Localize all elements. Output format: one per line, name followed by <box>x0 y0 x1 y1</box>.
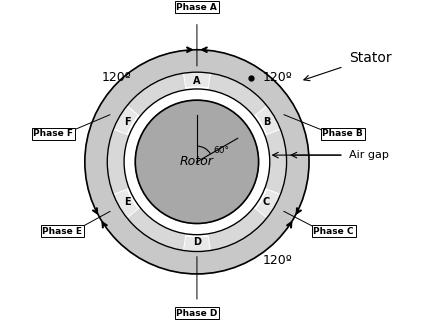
Wedge shape <box>113 188 140 218</box>
Text: Phase E: Phase E <box>42 227 82 236</box>
Wedge shape <box>257 107 279 133</box>
Wedge shape <box>253 105 281 136</box>
Wedge shape <box>183 72 211 90</box>
Wedge shape <box>113 105 140 136</box>
Text: Air gap: Air gap <box>349 150 389 160</box>
Wedge shape <box>115 190 137 216</box>
Wedge shape <box>184 237 209 250</box>
Text: Phase D: Phase D <box>176 309 217 318</box>
Text: 60°: 60° <box>214 146 230 155</box>
Text: Phase C: Phase C <box>313 227 354 236</box>
Wedge shape <box>257 190 279 216</box>
Circle shape <box>124 89 270 235</box>
Text: E: E <box>124 197 131 207</box>
Text: 120º: 120º <box>263 254 293 267</box>
Text: Rotor: Rotor <box>180 155 214 168</box>
Text: B: B <box>263 117 270 127</box>
Wedge shape <box>253 188 281 218</box>
Circle shape <box>85 50 309 274</box>
Wedge shape <box>184 73 209 87</box>
Text: A: A <box>193 76 201 86</box>
Text: D: D <box>193 237 201 247</box>
Wedge shape <box>115 107 137 133</box>
Text: 120º: 120º <box>263 71 293 84</box>
Wedge shape <box>183 234 211 252</box>
Circle shape <box>107 72 287 252</box>
Circle shape <box>135 100 258 223</box>
Text: F: F <box>124 117 131 127</box>
Text: Phase B: Phase B <box>322 129 363 138</box>
Text: Phase A: Phase A <box>176 3 217 11</box>
Text: Phase F: Phase F <box>33 129 74 138</box>
Text: Stator: Stator <box>349 51 392 65</box>
Text: C: C <box>263 197 270 207</box>
Circle shape <box>107 72 287 252</box>
Text: 120º: 120º <box>102 71 131 84</box>
